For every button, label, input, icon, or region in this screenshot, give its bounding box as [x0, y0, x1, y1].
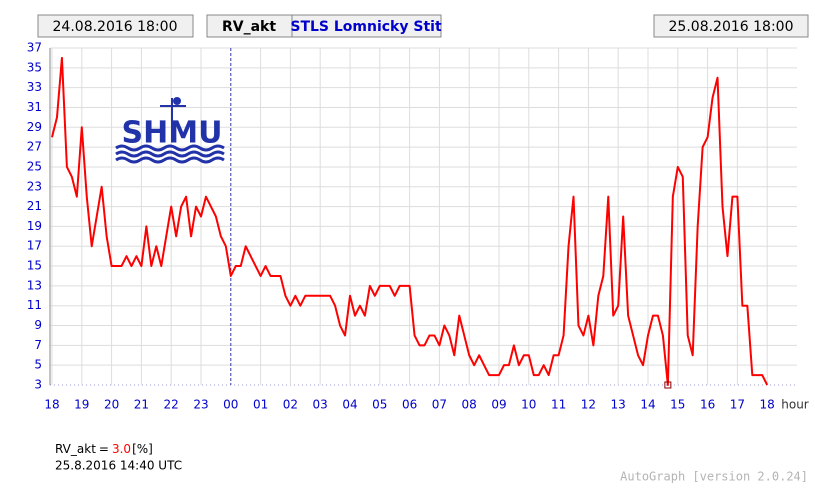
x-tick-label: 16: [700, 398, 715, 412]
readout: RV_akt = 3.0[%]: [55, 442, 153, 456]
x-tick-label: 08: [462, 398, 477, 412]
start-button[interactable]: [37, 14, 194, 38]
x-tick-label: 03: [313, 398, 328, 412]
x-tick-label: 14: [640, 398, 655, 412]
y-tick-label: 21: [27, 199, 42, 213]
logo-text: SHMU: [122, 116, 223, 151]
x-tick-label: 10: [521, 398, 536, 412]
y-tick-label: 35: [27, 60, 42, 74]
y-tick-label: 29: [27, 120, 42, 134]
x-tick-label: 09: [491, 398, 506, 412]
readout-equals: =: [99, 442, 109, 456]
x-tick-label: 22: [164, 398, 179, 412]
x-tick-label: 11: [551, 398, 566, 412]
x-tick-label: 00: [223, 398, 238, 412]
x-axis-label: hour: [781, 398, 809, 412]
y-tick-label: 5: [34, 358, 42, 372]
x-tick-label: 13: [611, 398, 626, 412]
station-button[interactable]: [291, 14, 442, 38]
footer: AutoGraph [version 2.0.24]: [620, 470, 808, 484]
y-tick-label: 13: [27, 278, 42, 292]
readout-variable: RV_akt: [55, 442, 96, 456]
y-tick-label: 7: [34, 338, 42, 352]
logo-waves: [115, 144, 225, 164]
start-time: 24.08.2016 18:00: [53, 19, 178, 35]
station: STLS Lomnicky Stit: [290, 19, 442, 35]
logo-cup: [173, 97, 181, 105]
x-tick-label: 07: [432, 398, 447, 412]
y-tick-label: 19: [27, 219, 42, 233]
y-tick-label: 15: [27, 259, 42, 273]
readout-time: 25.8.2016 14:40 UTC: [55, 459, 182, 473]
x-tick-label: 06: [402, 398, 417, 412]
data-line: [51, 56, 769, 386]
x-tick-label: 15: [670, 398, 685, 412]
x-tick-label: 01: [253, 398, 268, 412]
x-tick-label: 17: [730, 398, 745, 412]
x-tick-label: 18: [760, 398, 775, 412]
x-tick-label: 02: [283, 398, 298, 412]
x-tick-label: 21: [134, 398, 149, 412]
y-tick-label: 11: [27, 298, 42, 312]
readout-value: 3.0: [112, 442, 131, 456]
readout-unit: [%]: [132, 442, 153, 456]
x-tick-label: 05: [372, 398, 387, 412]
y-tick-label: 33: [27, 80, 42, 94]
y-tick-label: 17: [27, 239, 42, 253]
variable: RV_akt: [222, 19, 276, 35]
end-time: 25.08.2016 18:00: [669, 19, 794, 35]
x-tick-label: 18: [44, 398, 59, 412]
y-tick-label: 25: [27, 159, 42, 173]
x-tick-label: 19: [74, 398, 89, 412]
y-tick-label: 31: [27, 100, 42, 114]
logo: SHMU: [115, 97, 225, 164]
selected-point: [664, 381, 672, 389]
end-button[interactable]: [653, 14, 809, 38]
y-tick-label: 9: [34, 318, 42, 332]
x-tick-label: 12: [581, 398, 596, 412]
x-tick-label: 04: [342, 398, 357, 412]
y-tick-label: 37: [27, 41, 42, 55]
x-tick-label: 20: [104, 398, 119, 412]
y-tick-label: 3: [34, 378, 42, 392]
x-tick-label: 23: [193, 398, 208, 412]
y-tick-label: 27: [27, 140, 42, 154]
y-tick-label: 23: [27, 179, 42, 193]
